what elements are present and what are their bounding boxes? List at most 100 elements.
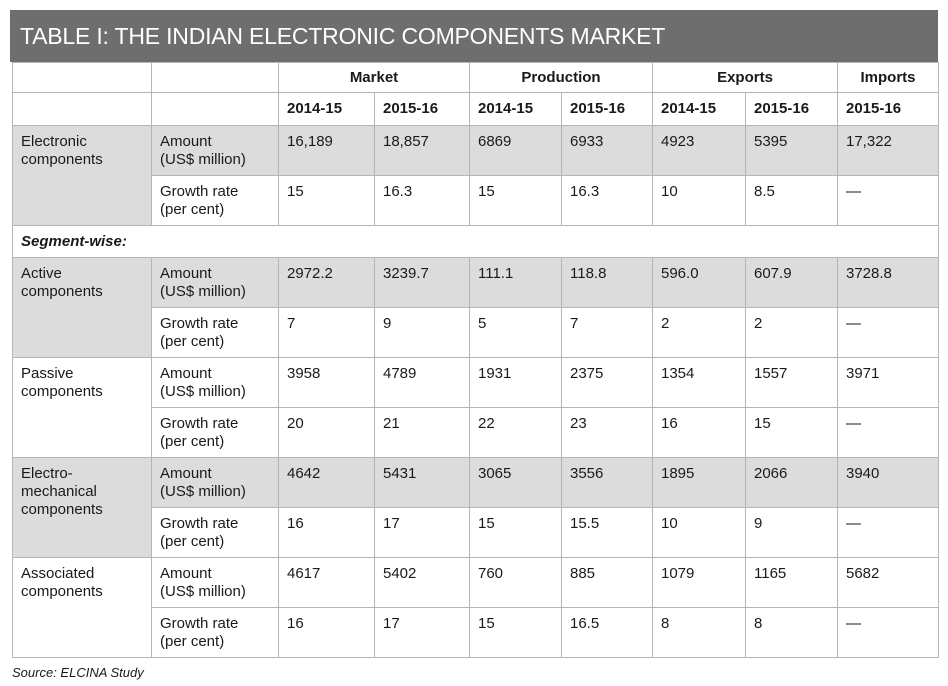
year-header: 2014-15 <box>469 92 562 126</box>
column-group-header: Production <box>469 62 653 93</box>
value-cell: 8 <box>745 607 838 658</box>
column-group-header: Market <box>278 62 470 93</box>
empty-cell <box>151 62 279 93</box>
value-cell: — <box>837 607 939 658</box>
column-group-header: Imports <box>837 62 939 93</box>
value-cell: 10 <box>652 175 746 226</box>
value-cell: 1895 <box>652 457 746 508</box>
data-row: Active components Amount (US$ million) 297… <box>12 257 939 358</box>
value-cell: 3940 <box>837 457 939 508</box>
data-row: Growth rate (per cent) 15 16.3 15 16.3 10 8.5— <box>13 175 939 226</box>
value-cell: 4617 <box>278 557 375 608</box>
value-cell: 7 <box>561 307 653 358</box>
value-cell: 15 <box>469 607 562 658</box>
data-row: Growth rate (per cent) 16 17 15 15.5 10 9— <box>13 507 939 558</box>
value-cell: 111.1 <box>469 257 562 308</box>
table: Market Production Exports Imports 2014-15 201… <box>12 62 939 658</box>
value-cell: 760 <box>469 557 562 608</box>
data-row: Growth rate (per cent) 7 9 5 7 2 2— <box>13 307 939 358</box>
value-cell: 16.3 <box>561 175 653 226</box>
value-cell: 5 <box>469 307 562 358</box>
value-cell: 596.0 <box>652 257 746 308</box>
year-header: 2014-15 <box>652 92 746 126</box>
value-cell: 6933 <box>561 125 653 176</box>
value-cell: 885 <box>561 557 653 608</box>
value-cell: — <box>837 175 939 226</box>
column-group-header: Exports <box>652 62 838 93</box>
year-header: 2015-16 <box>374 92 470 126</box>
value-cell: 4789 <box>374 357 470 408</box>
row-group-label: Electronic components <box>12 125 152 226</box>
value-cell: 118.8 <box>561 257 653 308</box>
value-cell: 16.3 <box>374 175 470 226</box>
value-cell: 9 <box>745 507 838 558</box>
source-note: Source: ELCINA Study <box>12 665 144 680</box>
value-cell: 17 <box>374 607 470 658</box>
value-cell: 16,189 <box>278 125 375 176</box>
value-cell: 8.5 <box>745 175 838 226</box>
value-cell: 15.5 <box>561 507 653 558</box>
value-cell: 16.5 <box>561 607 653 658</box>
value-cell: 2066 <box>745 457 838 508</box>
data-row: Growth rate (per cent) 16 17 15 16.5 8 8— <box>13 607 939 658</box>
value-cell: 20 <box>278 407 375 458</box>
year-header: 2015-16 <box>561 92 653 126</box>
row-group-label: Associated components <box>12 557 152 658</box>
value-cell: 5431 <box>374 457 470 508</box>
empty-cell <box>12 92 152 126</box>
header-row: Market Production Exports Imports <box>12 62 939 93</box>
data-row: Passive components Amount (US$ million) 39… <box>12 357 939 458</box>
metric-label: Growth rate (per cent) <box>151 507 279 558</box>
value-cell: 4923 <box>652 125 746 176</box>
metric-label: Amount (US$ million) <box>151 257 279 308</box>
value-cell: 8 <box>652 607 746 658</box>
section-label: Segment-wise: <box>12 225 939 258</box>
value-cell: 23 <box>561 407 653 458</box>
value-cell: 607.9 <box>745 257 838 308</box>
value-cell: 9 <box>374 307 470 358</box>
year-header: 2015-16 <box>745 92 838 126</box>
value-cell: 3971 <box>837 357 939 408</box>
value-cell: 1931 <box>469 357 562 408</box>
metric-label: Growth rate (per cent) <box>151 307 279 358</box>
year-header: 2014-15 <box>278 92 375 126</box>
value-cell: 2 <box>745 307 838 358</box>
metric-label: Amount (US$ million) <box>151 357 279 408</box>
empty-cell <box>12 62 152 93</box>
value-cell: — <box>837 307 939 358</box>
value-cell: 2375 <box>561 357 653 408</box>
data-row: Electronic components Amount (US$ million… <box>12 125 939 226</box>
value-cell: 15 <box>469 175 562 226</box>
value-cell: 3958 <box>278 357 375 408</box>
value-cell: 3065 <box>469 457 562 508</box>
value-cell: 3556 <box>561 457 653 508</box>
value-cell: 22 <box>469 407 562 458</box>
row-group-label: Passive components <box>12 357 152 458</box>
data-row: Electro- mechanical components Amount (US… <box>12 457 939 558</box>
value-cell: 17,322 <box>837 125 939 176</box>
row-group-label: Electro- mechanical components <box>12 457 152 558</box>
metric-label: Amount (US$ million) <box>151 557 279 608</box>
value-cell: 1079 <box>652 557 746 608</box>
value-cell: — <box>837 407 939 458</box>
value-cell: 16 <box>652 407 746 458</box>
value-cell: — <box>837 507 939 558</box>
data-row: Growth rate (per cent) 20 21 22 23 16 15— <box>13 407 939 458</box>
data-row: Associated components Amount (US$ million… <box>12 557 939 658</box>
value-cell: 15 <box>278 175 375 226</box>
value-cell: 1354 <box>652 357 746 408</box>
value-cell: 16 <box>278 507 375 558</box>
value-cell: 17 <box>374 507 470 558</box>
header-row: 2014-15 2015-16 2014-15 2015-16 2014-15 2015-… <box>12 92 939 126</box>
row-group-label: Active components <box>12 257 152 358</box>
value-cell: 4642 <box>278 457 375 508</box>
metric-label: Growth rate (per cent) <box>151 407 279 458</box>
metric-label: Growth rate (per cent) <box>151 607 279 658</box>
section-row: Segment-wise: <box>12 225 939 258</box>
value-cell: 6869 <box>469 125 562 176</box>
value-cell: 7 <box>278 307 375 358</box>
value-cell: 1557 <box>745 357 838 408</box>
value-cell: 16 <box>278 607 375 658</box>
value-cell: 1165 <box>745 557 838 608</box>
